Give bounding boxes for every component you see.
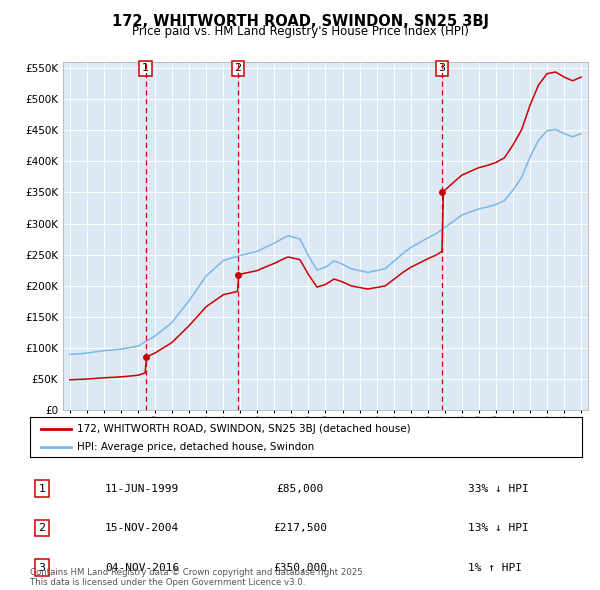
Text: 3: 3 <box>439 63 446 73</box>
Text: 172, WHITWORTH ROAD, SWINDON, SN25 3BJ: 172, WHITWORTH ROAD, SWINDON, SN25 3BJ <box>112 14 488 28</box>
Text: 2: 2 <box>38 523 46 533</box>
Text: 15-NOV-2004: 15-NOV-2004 <box>105 523 179 533</box>
Text: 3: 3 <box>38 563 46 572</box>
Text: £350,000: £350,000 <box>273 563 327 572</box>
Text: HPI: Average price, detached house, Swindon: HPI: Average price, detached house, Swin… <box>77 442 314 452</box>
Text: 1: 1 <box>38 484 46 493</box>
Text: £85,000: £85,000 <box>277 484 323 493</box>
Text: Price paid vs. HM Land Registry's House Price Index (HPI): Price paid vs. HM Land Registry's House … <box>131 25 469 38</box>
Text: £217,500: £217,500 <box>273 523 327 533</box>
Text: 2: 2 <box>235 63 242 73</box>
Text: 33% ↓ HPI: 33% ↓ HPI <box>468 484 529 493</box>
Text: 13% ↓ HPI: 13% ↓ HPI <box>468 523 529 533</box>
Text: 1: 1 <box>142 63 149 73</box>
Text: Contains HM Land Registry data © Crown copyright and database right 2025.
This d: Contains HM Land Registry data © Crown c… <box>30 568 365 587</box>
Text: 04-NOV-2016: 04-NOV-2016 <box>105 563 179 572</box>
Text: 11-JUN-1999: 11-JUN-1999 <box>105 484 179 493</box>
Text: 172, WHITWORTH ROAD, SWINDON, SN25 3BJ (detached house): 172, WHITWORTH ROAD, SWINDON, SN25 3BJ (… <box>77 424 410 434</box>
Text: 1% ↑ HPI: 1% ↑ HPI <box>468 563 522 572</box>
